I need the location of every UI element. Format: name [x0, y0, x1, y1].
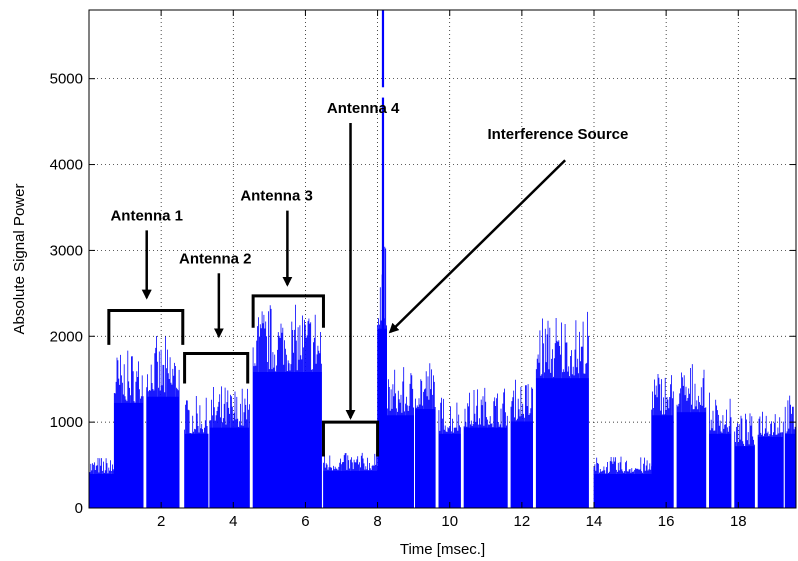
x-tick-label: 4 — [229, 513, 237, 530]
annotation-text: Interference Source — [487, 126, 628, 143]
burst-noise — [386, 367, 414, 508]
burst-noise — [88, 458, 115, 508]
annotation-bracket — [183, 351, 250, 384]
y-tick-label: 0 — [75, 500, 83, 517]
burst-noise — [463, 387, 508, 508]
annotation-text: Antenna 3 — [240, 188, 313, 205]
burst-segment — [734, 413, 755, 508]
burst-segment — [415, 363, 436, 508]
burst-noise — [734, 413, 755, 508]
burst-segment — [510, 379, 533, 508]
x-tick-label: 12 — [514, 513, 531, 530]
burst-noise — [184, 396, 209, 508]
x-tick-label: 2 — [157, 513, 165, 530]
y-axis-label: Absolute Signal Power — [11, 184, 28, 335]
burst-segment — [386, 367, 414, 508]
annotation-text: Antenna 4 — [327, 100, 400, 117]
annotation-1: Antenna 1 — [107, 207, 185, 345]
burst-segment — [535, 311, 589, 508]
y-tick-label: 3000 — [50, 242, 83, 259]
burst-segment — [209, 386, 250, 508]
burst-segment — [651, 374, 674, 508]
burst-noise — [535, 311, 589, 508]
x-axis-label: Time [msec.] — [400, 541, 485, 558]
burst-noise — [784, 395, 797, 508]
burst-noise — [209, 386, 250, 508]
annotation-5: Interference Source — [388, 126, 628, 334]
y-tick-label: 2000 — [50, 328, 83, 345]
x-tick-label: 14 — [586, 513, 603, 530]
x-tick-label: 6 — [301, 513, 309, 530]
annotation-text: Antenna 1 — [110, 207, 183, 224]
annotation-2: Antenna 2 — [179, 250, 252, 384]
annotation-4: Antenna 4 — [321, 100, 400, 457]
burst-noise — [415, 363, 436, 508]
burst-noise — [438, 397, 461, 508]
burst-segment — [113, 350, 144, 508]
annotation-bracket — [321, 420, 380, 457]
annotation-bracket — [107, 309, 185, 345]
burst-noise — [146, 336, 180, 508]
burst-segment — [323, 451, 378, 508]
x-tick-label: 18 — [730, 513, 747, 530]
y-tick-label: 4000 — [50, 157, 83, 174]
grid-lines — [89, 10, 796, 508]
x-tick-label: 10 — [441, 513, 458, 530]
signal-trace — [88, 10, 797, 508]
x-tick-label: 16 — [658, 513, 675, 530]
burst-noise — [709, 392, 732, 508]
plot-frame — [88, 9, 797, 509]
burst-segment — [146, 336, 180, 508]
burst-noise — [676, 364, 707, 508]
annotation-arrow — [388, 159, 567, 334]
burst-segment — [438, 397, 461, 508]
burst-segment — [184, 396, 209, 508]
burst-noise — [252, 304, 322, 508]
burst-segment — [676, 364, 707, 508]
x-tick-label: 8 — [373, 513, 381, 530]
burst-noise — [510, 379, 533, 508]
burst-segment — [252, 304, 322, 508]
burst-noise — [593, 456, 652, 508]
annotation-text: Antenna 2 — [179, 250, 252, 267]
y-tick-label: 5000 — [50, 71, 83, 88]
annotation-bracket — [251, 294, 325, 328]
y-tick-label: 1000 — [50, 414, 83, 431]
burst-segment — [784, 395, 797, 508]
burst-segment — [757, 411, 784, 508]
burst-noise — [757, 411, 784, 508]
annotations: Antenna 1 Antenna 2 Antenna 3 Antenna 4 Inte… — [107, 100, 628, 457]
burst-segment — [463, 387, 508, 508]
burst-noise — [113, 350, 144, 508]
axis-ticks: 2 4 6 8 10 12 14 16 18 0 1000 2000 3000 4000 5000 — [50, 10, 796, 530]
burst-noise — [651, 374, 674, 508]
burst-segment — [709, 392, 732, 508]
burst-segment — [88, 458, 115, 508]
annotation-3: Antenna 3 — [240, 188, 325, 328]
burst-segment — [593, 456, 652, 508]
burst-noise — [323, 451, 378, 508]
